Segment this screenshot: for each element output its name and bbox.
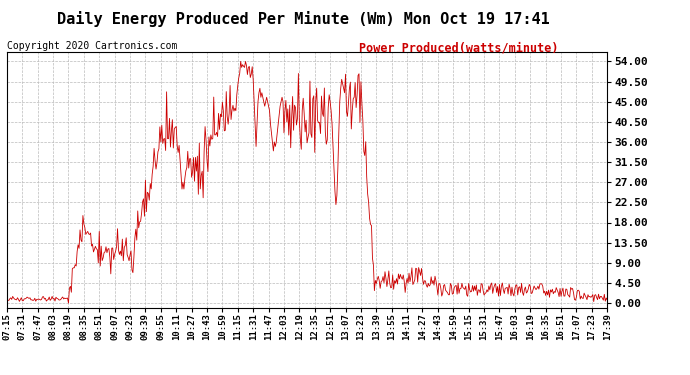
Text: Copyright 2020 Cartronics.com: Copyright 2020 Cartronics.com (7, 41, 177, 51)
Text: Power Produced(watts/minute): Power Produced(watts/minute) (359, 41, 558, 54)
Text: Daily Energy Produced Per Minute (Wm) Mon Oct 19 17:41: Daily Energy Produced Per Minute (Wm) Mo… (57, 11, 550, 27)
